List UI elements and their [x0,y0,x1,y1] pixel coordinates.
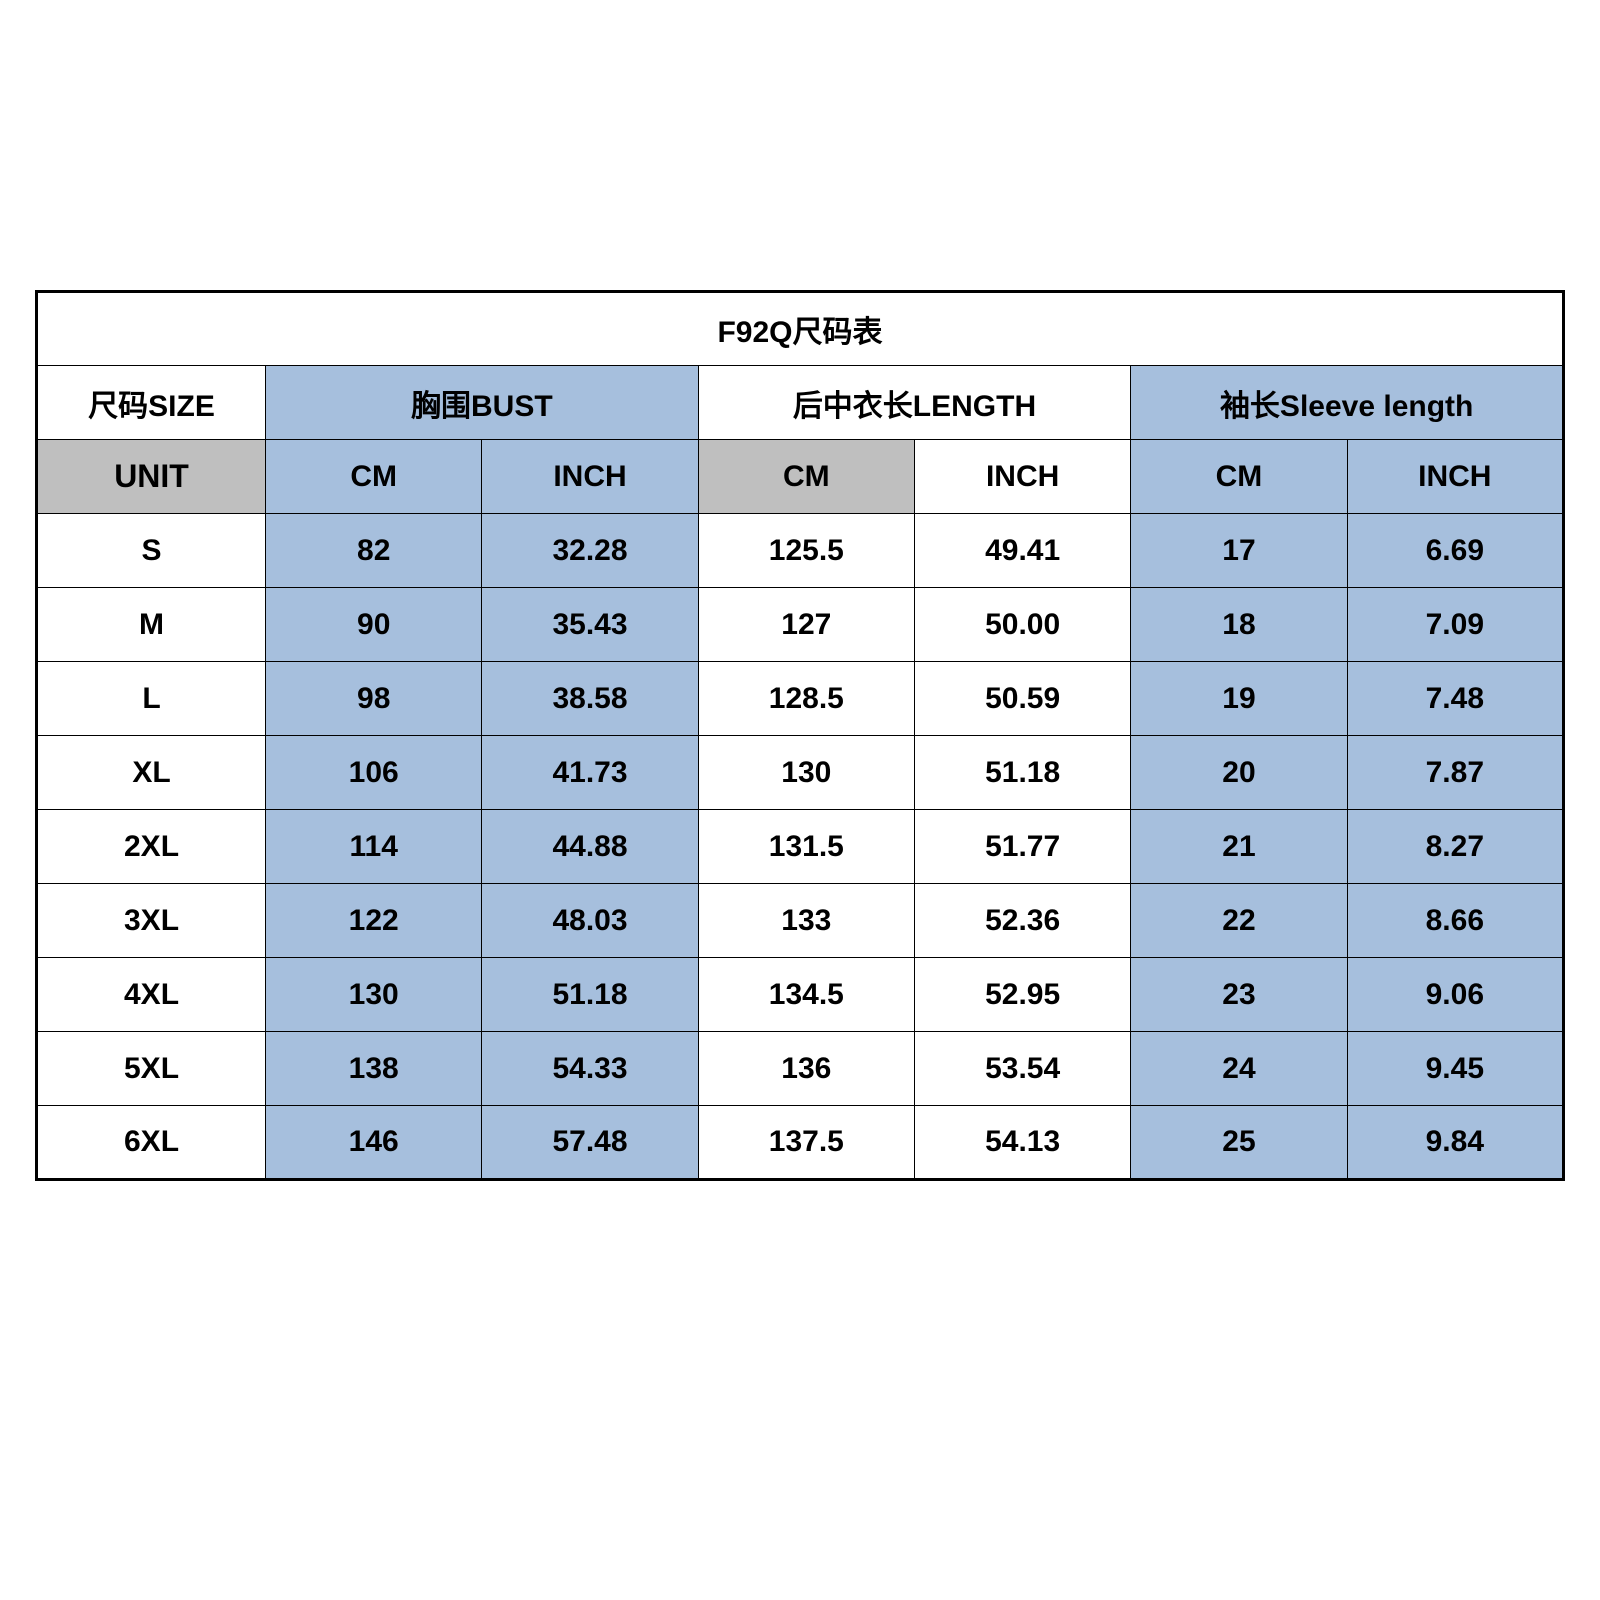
cell-size: 5XL [37,1032,266,1106]
cell-bust-in: 44.88 [482,810,698,884]
cell-bust-in: 38.58 [482,662,698,736]
header-sleeve: 袖长Sleeve length [1131,366,1564,440]
table-row: S 82 32.28 125.5 49.41 17 6.69 [37,514,1564,588]
unit-bust-cm: CM [266,440,482,514]
cell-len-cm: 136 [698,1032,914,1106]
cell-len-cm: 130 [698,736,914,810]
cell-len-in: 49.41 [914,514,1130,588]
cell-size: L [37,662,266,736]
size-chart-body: F92Q尺码表 尺码SIZE 胸围BUST 后中衣长LENGTH 袖长Sleev… [37,292,1564,1180]
cell-len-cm: 131.5 [698,810,914,884]
cell-len-in: 50.00 [914,588,1130,662]
cell-len-cm: 127 [698,588,914,662]
table-row: XL 106 41.73 130 51.18 20 7.87 [37,736,1564,810]
cell-len-in: 52.95 [914,958,1130,1032]
cell-size: S [37,514,266,588]
table-row: 2XL 114 44.88 131.5 51.77 21 8.27 [37,810,1564,884]
cell-slv-in: 7.09 [1347,588,1563,662]
unit-bust-inch: INCH [482,440,698,514]
header-bust: 胸围BUST [266,366,699,440]
table-row: M 90 35.43 127 50.00 18 7.09 [37,588,1564,662]
cell-bust-cm: 146 [266,1106,482,1180]
cell-slv-in: 9.06 [1347,958,1563,1032]
title-row: F92Q尺码表 [37,292,1564,366]
cell-size: 3XL [37,884,266,958]
cell-slv-in: 9.84 [1347,1106,1563,1180]
cell-size: 6XL [37,1106,266,1180]
cell-size: 2XL [37,810,266,884]
cell-bust-cm: 90 [266,588,482,662]
cell-bust-in: 48.03 [482,884,698,958]
unit-len-inch: INCH [914,440,1130,514]
cell-bust-in: 41.73 [482,736,698,810]
cell-slv-in: 6.69 [1347,514,1563,588]
cell-bust-cm: 122 [266,884,482,958]
cell-slv-cm: 23 [1131,958,1347,1032]
cell-len-in: 54.13 [914,1106,1130,1180]
cell-len-in: 50.59 [914,662,1130,736]
cell-bust-cm: 98 [266,662,482,736]
header-size: 尺码SIZE [37,366,266,440]
cell-bust-in: 57.48 [482,1106,698,1180]
cell-size: M [37,588,266,662]
unit-len-cm: CM [698,440,914,514]
cell-bust-cm: 138 [266,1032,482,1106]
cell-len-cm: 128.5 [698,662,914,736]
unit-row: UNIT CM INCH CM INCH CM INCH [37,440,1564,514]
table-row: 5XL 138 54.33 136 53.54 24 9.45 [37,1032,1564,1106]
table-row: 3XL 122 48.03 133 52.36 22 8.66 [37,884,1564,958]
cell-slv-cm: 22 [1131,884,1347,958]
cell-slv-in: 8.27 [1347,810,1563,884]
cell-len-in: 52.36 [914,884,1130,958]
cell-size: 4XL [37,958,266,1032]
cell-bust-in: 35.43 [482,588,698,662]
unit-slv-inch: INCH [1347,440,1563,514]
cell-bust-in: 51.18 [482,958,698,1032]
cell-slv-cm: 17 [1131,514,1347,588]
cell-size: XL [37,736,266,810]
cell-bust-in: 54.33 [482,1032,698,1106]
unit-label: UNIT [37,440,266,514]
cell-bust-in: 32.28 [482,514,698,588]
cell-slv-in: 7.87 [1347,736,1563,810]
cell-slv-in: 8.66 [1347,884,1563,958]
cell-slv-cm: 19 [1131,662,1347,736]
unit-slv-cm: CM [1131,440,1347,514]
table-row: 4XL 130 51.18 134.5 52.95 23 9.06 [37,958,1564,1032]
cell-len-cm: 137.5 [698,1106,914,1180]
cell-slv-cm: 24 [1131,1032,1347,1106]
cell-slv-in: 9.45 [1347,1032,1563,1106]
cell-len-cm: 134.5 [698,958,914,1032]
cell-len-in: 51.18 [914,736,1130,810]
table-title: F92Q尺码表 [37,292,1564,366]
cell-bust-cm: 106 [266,736,482,810]
table-row: 6XL 146 57.48 137.5 54.13 25 9.84 [37,1106,1564,1180]
cell-bust-cm: 114 [266,810,482,884]
cell-len-cm: 125.5 [698,514,914,588]
cell-slv-cm: 25 [1131,1106,1347,1180]
cell-slv-cm: 20 [1131,736,1347,810]
size-chart-table: F92Q尺码表 尺码SIZE 胸围BUST 后中衣长LENGTH 袖长Sleev… [35,290,1565,1181]
cell-bust-cm: 130 [266,958,482,1032]
cell-slv-in: 7.48 [1347,662,1563,736]
cell-len-cm: 133 [698,884,914,958]
cell-len-in: 53.54 [914,1032,1130,1106]
cell-slv-cm: 21 [1131,810,1347,884]
cell-slv-cm: 18 [1131,588,1347,662]
cell-len-in: 51.77 [914,810,1130,884]
table-row: L 98 38.58 128.5 50.59 19 7.48 [37,662,1564,736]
header-row: 尺码SIZE 胸围BUST 后中衣长LENGTH 袖长Sleeve length [37,366,1564,440]
header-length: 后中衣长LENGTH [698,366,1131,440]
cell-bust-cm: 82 [266,514,482,588]
